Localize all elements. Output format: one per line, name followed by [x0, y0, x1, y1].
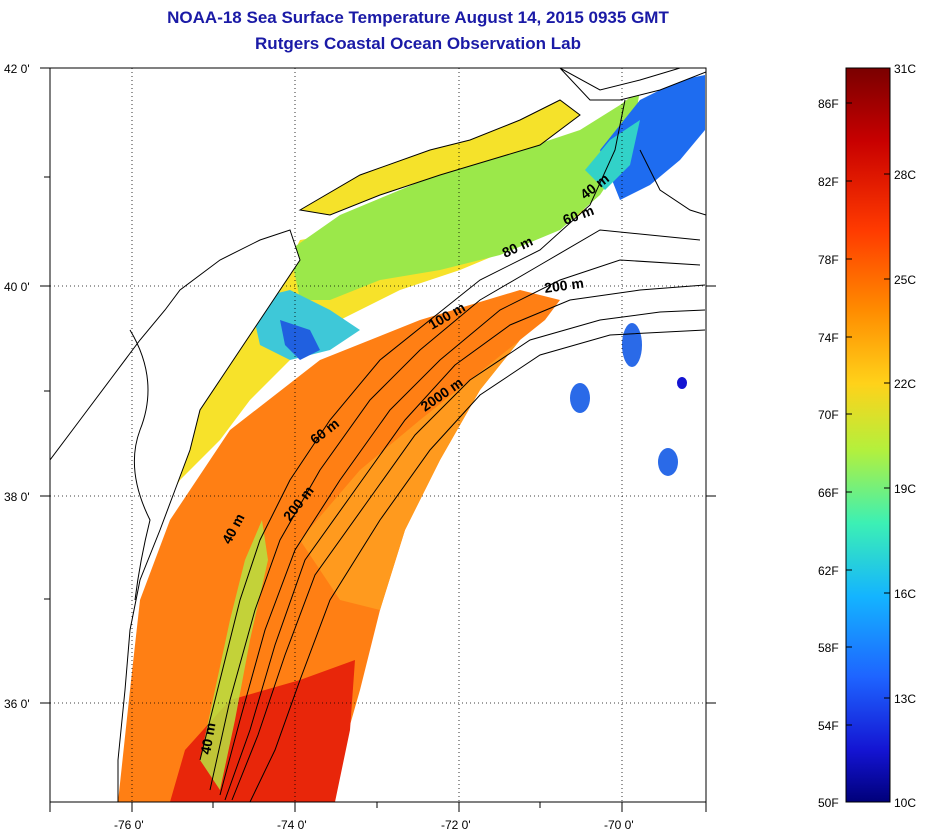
sst-patch-3 — [658, 448, 678, 476]
colorbar-c-22: 22C — [894, 377, 916, 391]
colorbar-f-78: 78F — [818, 253, 839, 267]
map-title: NOAA-18 Sea Surface Temperature August 1… — [167, 8, 669, 27]
colorbar-f-70: 70F — [818, 408, 839, 422]
sst-patch-1 — [622, 323, 642, 367]
sst-swath-orange-mid — [300, 340, 520, 610]
contour-200m — [231, 309, 706, 801]
sst-map: 40 m 60 m 80 m 200 m 100 m 2000 m 60 m 4… — [50, 68, 706, 802]
sst-patch-4 — [677, 377, 687, 389]
lat-label-40: 40 0' — [4, 280, 30, 294]
lat-label-38: 38 0' — [4, 490, 30, 504]
sst-shelf-green — [290, 90, 640, 300]
colorbar-ticks — [846, 102, 890, 726]
contour-60m — [209, 229, 701, 791]
colorbar-f-62: 62F — [818, 564, 839, 578]
coastline-chesapeake — [129, 329, 151, 601]
colorbar-c-13: 13C — [894, 692, 916, 706]
sst-patch-2 — [570, 383, 590, 413]
contour-2000m — [249, 329, 706, 802]
lon-label-72: -72 0' — [441, 818, 471, 832]
lon-label-74: -74 0' — [277, 818, 307, 832]
colorbar-f-66: 66F — [818, 486, 839, 500]
colorbar-f-58: 58F — [818, 641, 839, 655]
map-ticks — [40, 67, 716, 812]
graticule — [50, 68, 706, 802]
lon-label-70: -70 0' — [604, 818, 634, 832]
colorbar-c-31: 31C — [894, 62, 916, 76]
colorbar-f-54: 54F — [818, 719, 839, 733]
coastline-mainland — [50, 229, 301, 802]
colorbar-f-50: 50F — [818, 796, 839, 810]
colorbar-c-25: 25C — [894, 273, 916, 287]
contour-40m-north — [199, 99, 626, 761]
sst-coastal-cyan — [250, 290, 360, 360]
sst-coastal-blue — [280, 320, 320, 360]
colorbar — [845, 67, 891, 803]
colorbar-c-19: 19C — [894, 482, 916, 496]
colorbar-f-86: 86F — [818, 97, 839, 111]
coastline-long-island — [298, 99, 581, 216]
lat-label-42: 42 0' — [4, 62, 30, 76]
contour-80m — [219, 259, 701, 796]
sst-south-green-strip — [200, 520, 268, 790]
contour-100m — [224, 284, 706, 801]
coastline-cape-cod — [639, 149, 706, 216]
contour-label-200m-ne: 200 m — [543, 275, 585, 296]
map-frame — [49, 67, 707, 803]
colorbar-f-82: 82F — [818, 175, 839, 189]
lat-label-36: 36 0' — [4, 697, 30, 711]
coastline-new-england — [559, 68, 706, 101]
colorbar-c-10: 10C — [894, 796, 916, 810]
map-subtitle: Rutgers Coastal Ocean Observation Lab — [255, 34, 581, 53]
colorbar-c-16: 16C — [894, 587, 916, 601]
lon-label-76: -76 0' — [114, 818, 144, 832]
contour-label-40m-south: 40 m — [197, 721, 218, 755]
colorbar-f-74: 74F — [818, 331, 839, 345]
colorbar-c-28: 28C — [894, 168, 916, 182]
